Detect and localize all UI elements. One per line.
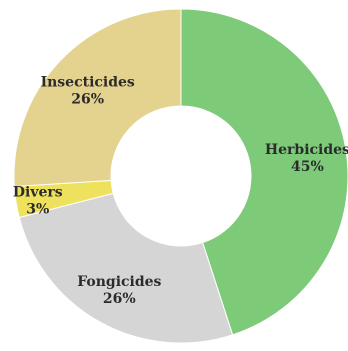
- slice-percent-herbicides: 45%: [291, 159, 324, 175]
- slice-label-fongicides: Fongicides: [77, 274, 161, 290]
- slice-labels: Herbicides45%Fongicides26%Divers3%Insect…: [13, 74, 348, 307]
- slice-label-divers: Divers: [13, 185, 63, 201]
- slice-label-herbicides: Herbicides: [265, 142, 348, 158]
- slice-herbicides: [180, 8, 348, 336]
- slice-percent-fongicides: 26%: [103, 291, 136, 307]
- slice-label-insecticides: Insecticides: [41, 74, 135, 90]
- slice-percent-divers: 3%: [26, 202, 49, 218]
- donut-slices: [13, 8, 348, 344]
- slice-insecticides: [13, 8, 182, 188]
- slice-fongicides: [18, 192, 234, 344]
- slice-percent-insecticides: 26%: [71, 91, 104, 107]
